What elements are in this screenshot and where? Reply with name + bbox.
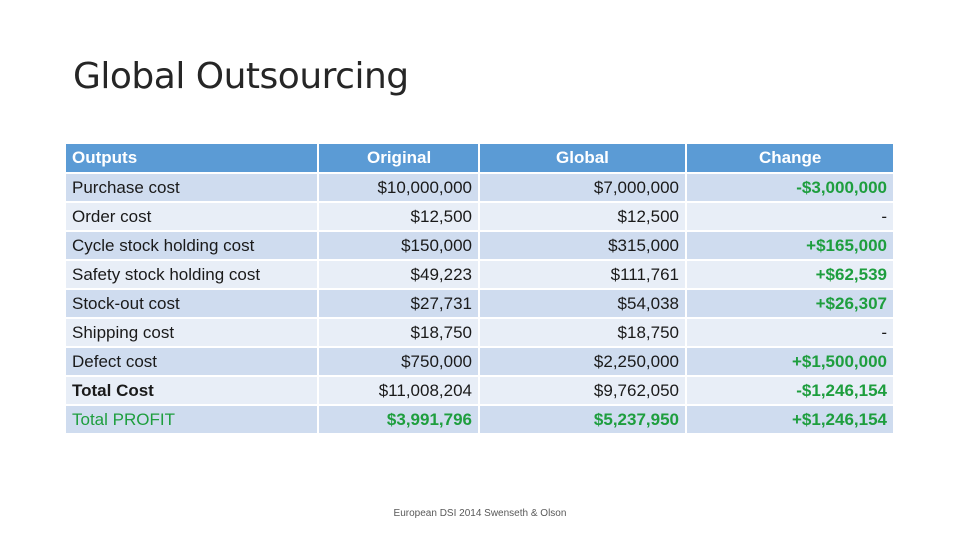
row-global: $18,750	[480, 319, 687, 348]
row-label: Safety stock holding cost	[66, 261, 319, 290]
row-original: $750,000	[319, 348, 480, 377]
row-change: +$1,500,000	[687, 348, 893, 377]
row-original: $18,750	[319, 319, 480, 348]
row-original: $12,500	[319, 203, 480, 232]
row-label: Defect cost	[66, 348, 319, 377]
table-row: Total PROFIT $3,991,796 $5,237,950 +$1,2…	[66, 406, 893, 435]
row-original: $27,731	[319, 290, 480, 319]
table-row: Order cost $12,500 $12,500 -	[66, 203, 893, 232]
table-row: Shipping cost $18,750 $18,750 -	[66, 319, 893, 348]
table-row: Purchase cost $10,000,000 $7,000,000 -$3…	[66, 174, 893, 203]
row-global: $2,250,000	[480, 348, 687, 377]
slide-title: Global Outsourcing	[73, 56, 409, 97]
table-header-row: Outputs Original Global Change	[66, 144, 893, 174]
header-global: Global	[480, 144, 687, 174]
row-change: -$3,000,000	[687, 174, 893, 203]
row-original: $49,223	[319, 261, 480, 290]
row-global: $7,000,000	[480, 174, 687, 203]
table-row: Defect cost $750,000 $2,250,000 +$1,500,…	[66, 348, 893, 377]
row-global: $111,761	[480, 261, 687, 290]
table-row: Cycle stock holding cost $150,000 $315,0…	[66, 232, 893, 261]
header-outputs: Outputs	[66, 144, 319, 174]
row-original: $10,000,000	[319, 174, 480, 203]
row-global: $54,038	[480, 290, 687, 319]
outsourcing-table: Outputs Original Global Change Purchase …	[66, 144, 893, 435]
row-label: Total Cost	[66, 377, 319, 406]
row-original: $3,991,796	[319, 406, 480, 435]
row-change: -	[687, 319, 893, 348]
row-original: $150,000	[319, 232, 480, 261]
header-change: Change	[687, 144, 893, 174]
row-global: $9,762,050	[480, 377, 687, 406]
row-change: +$62,539	[687, 261, 893, 290]
row-global: $12,500	[480, 203, 687, 232]
row-global: $315,000	[480, 232, 687, 261]
row-label: Purchase cost	[66, 174, 319, 203]
row-original: $11,008,204	[319, 377, 480, 406]
row-label: Stock-out cost	[66, 290, 319, 319]
row-change: +$26,307	[687, 290, 893, 319]
row-change: +$165,000	[687, 232, 893, 261]
row-label: Cycle stock holding cost	[66, 232, 319, 261]
table-row: Stock-out cost $27,731 $54,038 +$26,307	[66, 290, 893, 319]
footer-credit: European DSI 2014 Swenseth & Olson	[393, 508, 567, 519]
row-change: +$1,246,154	[687, 406, 893, 435]
header-original: Original	[319, 144, 480, 174]
row-change: -	[687, 203, 893, 232]
row-label: Total PROFIT	[66, 406, 319, 435]
row-label: Shipping cost	[66, 319, 319, 348]
table-row: Safety stock holding cost $49,223 $111,7…	[66, 261, 893, 290]
row-global: $5,237,950	[480, 406, 687, 435]
row-label: Order cost	[66, 203, 319, 232]
table-row: Total Cost $11,008,204 $9,762,050 -$1,24…	[66, 377, 893, 406]
row-change: -$1,246,154	[687, 377, 893, 406]
